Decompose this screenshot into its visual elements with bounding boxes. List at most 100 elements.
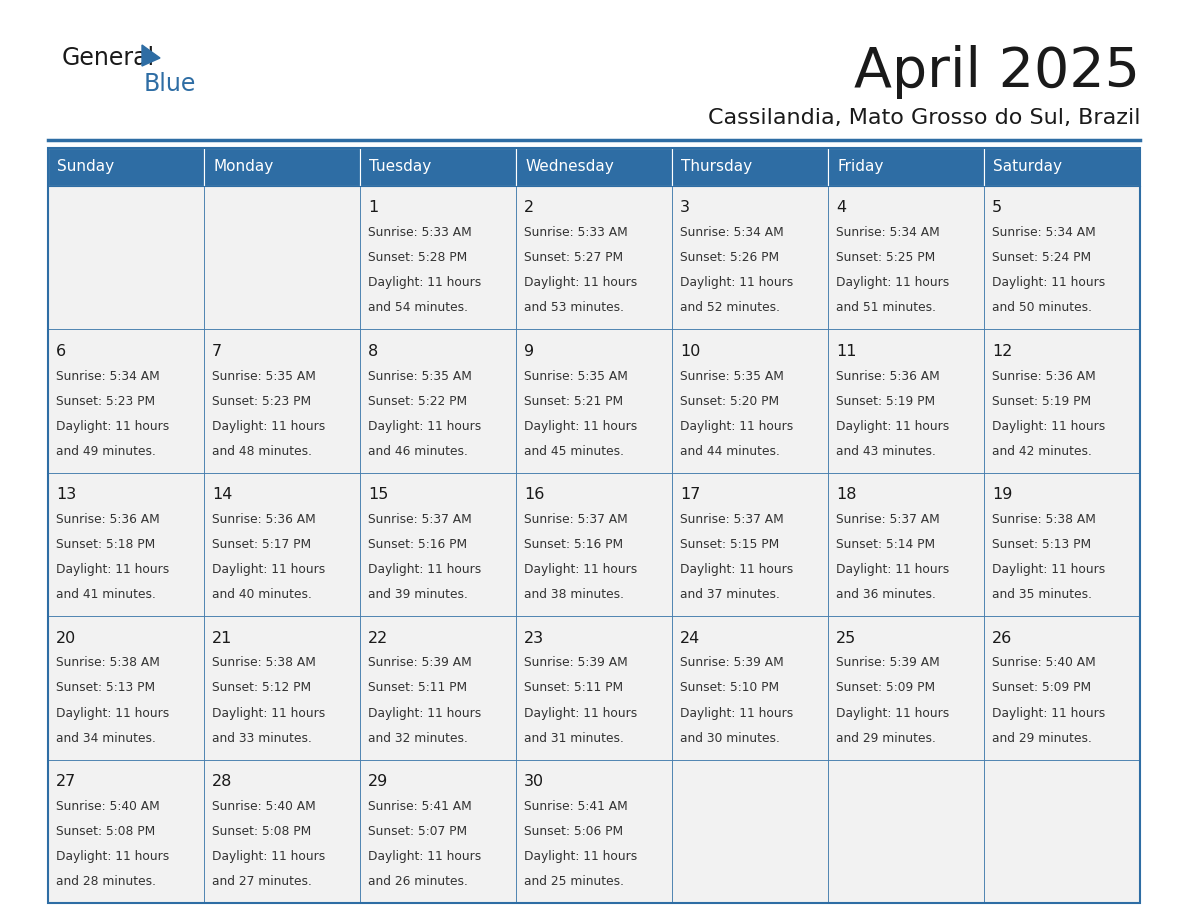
Bar xyxy=(204,473,360,616)
Text: Sunset: 5:13 PM: Sunset: 5:13 PM xyxy=(992,538,1091,551)
Text: Daylight: 11 hours: Daylight: 11 hours xyxy=(368,276,481,289)
Bar xyxy=(828,330,984,473)
Bar xyxy=(204,330,360,473)
Bar xyxy=(984,473,1140,616)
Text: Daylight: 11 hours: Daylight: 11 hours xyxy=(211,850,326,863)
Bar xyxy=(516,759,672,903)
Text: 12: 12 xyxy=(992,343,1012,359)
Text: and 53 minutes.: and 53 minutes. xyxy=(524,301,624,315)
Text: Thursday: Thursday xyxy=(682,160,752,174)
Text: Daylight: 11 hours: Daylight: 11 hours xyxy=(680,563,794,577)
Text: Sunset: 5:19 PM: Sunset: 5:19 PM xyxy=(836,395,935,408)
Text: Daylight: 11 hours: Daylight: 11 hours xyxy=(368,707,481,720)
Text: Sunrise: 5:33 AM: Sunrise: 5:33 AM xyxy=(368,226,472,240)
Text: and 37 minutes.: and 37 minutes. xyxy=(680,588,779,601)
Text: 29: 29 xyxy=(368,774,388,789)
Text: Saturday: Saturday xyxy=(993,160,1062,174)
Text: Sunset: 5:12 PM: Sunset: 5:12 PM xyxy=(211,681,311,694)
Text: and 28 minutes.: and 28 minutes. xyxy=(56,875,156,888)
Text: Sunrise: 5:38 AM: Sunrise: 5:38 AM xyxy=(992,513,1095,526)
Text: 1: 1 xyxy=(368,200,378,216)
Bar xyxy=(360,759,516,903)
Text: Sunrise: 5:39 AM: Sunrise: 5:39 AM xyxy=(836,656,940,669)
Bar xyxy=(48,186,204,330)
Text: Sunrise: 5:35 AM: Sunrise: 5:35 AM xyxy=(680,370,784,383)
Bar xyxy=(48,473,204,616)
Text: Sunrise: 5:36 AM: Sunrise: 5:36 AM xyxy=(992,370,1095,383)
Text: Sunset: 5:08 PM: Sunset: 5:08 PM xyxy=(211,825,311,838)
Text: Sunset: 5:09 PM: Sunset: 5:09 PM xyxy=(836,681,935,694)
Text: 2: 2 xyxy=(524,200,533,216)
Text: 3: 3 xyxy=(680,200,690,216)
Text: 6: 6 xyxy=(56,343,65,359)
Bar xyxy=(360,616,516,759)
Text: 9: 9 xyxy=(524,343,533,359)
Text: 16: 16 xyxy=(524,487,544,502)
Text: Sunset: 5:19 PM: Sunset: 5:19 PM xyxy=(992,395,1091,408)
Text: Daylight: 11 hours: Daylight: 11 hours xyxy=(524,420,637,432)
Text: 22: 22 xyxy=(368,631,388,645)
Bar xyxy=(360,473,516,616)
Text: Daylight: 11 hours: Daylight: 11 hours xyxy=(680,420,794,432)
Text: Sunset: 5:11 PM: Sunset: 5:11 PM xyxy=(368,681,467,694)
Text: Sunset: 5:18 PM: Sunset: 5:18 PM xyxy=(56,538,156,551)
Text: Sunrise: 5:38 AM: Sunrise: 5:38 AM xyxy=(211,656,316,669)
Text: Sunset: 5:15 PM: Sunset: 5:15 PM xyxy=(680,538,779,551)
Text: Cassilandia, Mato Grosso do Sul, Brazil: Cassilandia, Mato Grosso do Sul, Brazil xyxy=(708,108,1140,128)
Text: Sunset: 5:16 PM: Sunset: 5:16 PM xyxy=(524,538,623,551)
Text: and 38 minutes.: and 38 minutes. xyxy=(524,588,624,601)
Text: Sunrise: 5:39 AM: Sunrise: 5:39 AM xyxy=(524,656,627,669)
Text: and 50 minutes.: and 50 minutes. xyxy=(992,301,1092,315)
Text: Daylight: 11 hours: Daylight: 11 hours xyxy=(836,420,949,432)
Text: Sunrise: 5:36 AM: Sunrise: 5:36 AM xyxy=(836,370,940,383)
Text: 13: 13 xyxy=(56,487,76,502)
Text: 20: 20 xyxy=(56,631,76,645)
Text: Sunrise: 5:35 AM: Sunrise: 5:35 AM xyxy=(211,370,316,383)
Text: Sunrise: 5:37 AM: Sunrise: 5:37 AM xyxy=(836,513,940,526)
Bar xyxy=(984,148,1140,186)
Text: Sunset: 5:09 PM: Sunset: 5:09 PM xyxy=(992,681,1091,694)
Text: Sunset: 5:27 PM: Sunset: 5:27 PM xyxy=(524,252,623,264)
Text: 21: 21 xyxy=(211,631,232,645)
Text: 25: 25 xyxy=(836,631,857,645)
Text: Sunset: 5:10 PM: Sunset: 5:10 PM xyxy=(680,681,779,694)
Text: and 45 minutes.: and 45 minutes. xyxy=(524,445,624,458)
Text: Sunrise: 5:37 AM: Sunrise: 5:37 AM xyxy=(524,513,627,526)
Text: Sunrise: 5:40 AM: Sunrise: 5:40 AM xyxy=(992,656,1095,669)
Bar xyxy=(360,330,516,473)
Text: Sunrise: 5:35 AM: Sunrise: 5:35 AM xyxy=(524,370,627,383)
Text: 23: 23 xyxy=(524,631,544,645)
Text: Sunset: 5:11 PM: Sunset: 5:11 PM xyxy=(524,681,623,694)
Text: Daylight: 11 hours: Daylight: 11 hours xyxy=(368,563,481,577)
Text: Daylight: 11 hours: Daylight: 11 hours xyxy=(211,420,326,432)
Bar xyxy=(828,148,984,186)
Bar xyxy=(828,473,984,616)
Text: 28: 28 xyxy=(211,774,232,789)
Text: 7: 7 xyxy=(211,343,222,359)
Bar xyxy=(48,759,204,903)
Text: and 48 minutes.: and 48 minutes. xyxy=(211,445,311,458)
Text: and 43 minutes.: and 43 minutes. xyxy=(836,445,936,458)
Text: and 25 minutes.: and 25 minutes. xyxy=(524,875,624,888)
Text: 10: 10 xyxy=(680,343,700,359)
Text: Sunday: Sunday xyxy=(57,160,114,174)
Text: and 35 minutes.: and 35 minutes. xyxy=(992,588,1092,601)
Text: Sunrise: 5:35 AM: Sunrise: 5:35 AM xyxy=(368,370,472,383)
Bar xyxy=(360,148,516,186)
Text: April 2025: April 2025 xyxy=(854,45,1140,99)
Text: and 30 minutes.: and 30 minutes. xyxy=(680,732,779,744)
Bar xyxy=(672,148,828,186)
Text: and 36 minutes.: and 36 minutes. xyxy=(836,588,936,601)
Text: Daylight: 11 hours: Daylight: 11 hours xyxy=(992,420,1105,432)
Bar xyxy=(516,186,672,330)
Bar xyxy=(204,616,360,759)
Bar xyxy=(984,186,1140,330)
Text: Sunrise: 5:41 AM: Sunrise: 5:41 AM xyxy=(368,800,472,812)
Bar xyxy=(828,759,984,903)
Text: Sunrise: 5:39 AM: Sunrise: 5:39 AM xyxy=(368,656,472,669)
Text: and 41 minutes.: and 41 minutes. xyxy=(56,588,156,601)
Text: Daylight: 11 hours: Daylight: 11 hours xyxy=(524,563,637,577)
Text: 5: 5 xyxy=(992,200,1001,216)
Text: Monday: Monday xyxy=(214,160,273,174)
Text: and 46 minutes.: and 46 minutes. xyxy=(368,445,468,458)
